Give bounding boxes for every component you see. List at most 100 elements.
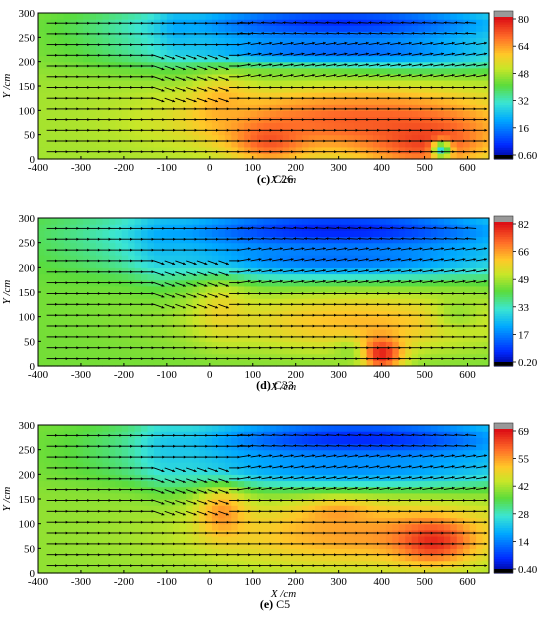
heatmap-cell: [153, 98, 162, 105]
heatmap-cell: [83, 79, 91, 87]
heatmap-cell: [199, 230, 207, 238]
heatmap-cell: [347, 218, 355, 225]
heatmap-cell: [398, 242, 406, 250]
heatmap-cell: [392, 285, 400, 293]
heatmap-cell: [295, 110, 303, 118]
vector-arrowhead: [323, 96, 326, 100]
colorbar-segment: [494, 109, 513, 113]
heatmap-cell: [366, 43, 374, 51]
heatmap-cell: [38, 43, 46, 51]
colorbar-tick-label: 80: [518, 14, 530, 26]
vector-arrowhead: [409, 139, 412, 143]
vector-arrowhead: [226, 21, 230, 25]
heatmap-cell: [398, 25, 406, 32]
heatmap-cell: [263, 43, 271, 51]
heatmap-cell: [398, 335, 406, 342]
colorbar-segment: [494, 33, 513, 37]
heatmap-cell: [108, 31, 116, 38]
vector-arrowhead: [237, 335, 241, 339]
heatmap-cell: [199, 298, 207, 305]
heatmap-cell: [289, 146, 297, 154]
heatmap-cell: [95, 146, 104, 154]
heatmap-cell: [463, 230, 471, 238]
vector-arrowhead: [76, 21, 80, 25]
heatmap-cell: [276, 242, 284, 250]
heatmap-cell: [76, 92, 84, 99]
heatmap-cell: [50, 25, 58, 32]
heatmap-cell: [160, 49, 168, 57]
heatmap-cell: [83, 292, 91, 299]
vector-arrowhead: [194, 32, 198, 36]
heatmap-cell: [276, 236, 284, 244]
heatmap-cell: [360, 353, 368, 361]
x-tick-label: 100: [245, 162, 262, 174]
heatmap-cell: [398, 273, 406, 281]
heatmap-cell: [289, 304, 297, 312]
heatmap-cell: [44, 13, 52, 20]
heatmap-cell: [340, 236, 348, 244]
heatmap-cell: [257, 341, 265, 349]
vector-arrowhead: [194, 335, 198, 339]
heatmap-cell: [418, 134, 426, 142]
heatmap-cell: [128, 55, 136, 63]
heatmap-cell: [334, 61, 342, 69]
heatmap-cell: [50, 255, 58, 262]
vector-arrowhead: [290, 63, 294, 67]
heatmap-cell: [231, 92, 239, 99]
heatmap-cell: [44, 261, 52, 268]
heatmap-cell: [379, 273, 387, 281]
heatmap-cell: [276, 55, 284, 63]
heatmap-cell: [347, 122, 355, 130]
vector-arrowhead: [420, 96, 423, 100]
heatmap-cell: [437, 73, 445, 81]
vector-arrowhead: [398, 74, 402, 77]
heatmap-cell: [373, 353, 381, 361]
heatmap-cell: [102, 341, 110, 349]
vector-arrowhead: [140, 21, 144, 25]
heatmap-cell: [431, 128, 439, 136]
heatmap-cell: [424, 110, 432, 118]
heatmap-cell: [392, 19, 400, 26]
heatmap-cell: [83, 298, 91, 305]
heatmap-cell: [244, 310, 252, 318]
vector-arrowhead: [194, 107, 198, 111]
heatmap-cell: [44, 224, 52, 231]
heatmap-cell: [282, 267, 290, 275]
heatmap-cell: [44, 152, 52, 160]
vector-arrowhead: [376, 41, 380, 45]
heatmap-cell: [263, 110, 271, 118]
heatmap-cell: [360, 242, 368, 250]
heatmap-cell: [340, 25, 348, 32]
heatmap-cell: [102, 236, 110, 244]
heatmap-cell: [186, 255, 194, 262]
heatmap-cell: [405, 261, 413, 268]
heatmap-cell: [385, 248, 393, 256]
heatmap-cell: [115, 55, 123, 63]
colorbar-segment: [494, 135, 513, 139]
heatmap-cell: [102, 279, 110, 287]
heatmap-cell: [469, 73, 477, 81]
vector-arrowhead: [204, 294, 208, 298]
heatmap-cell: [173, 359, 181, 367]
heatmap-cell: [186, 146, 194, 154]
heatmap-cell: [456, 25, 464, 32]
heatmap-cell: [108, 67, 116, 75]
heatmap-cell: [173, 218, 181, 225]
vector-arrowhead: [119, 107, 122, 111]
heatmap-cell: [327, 140, 335, 148]
heatmap-cell: [276, 310, 284, 318]
colorbar-segment: [494, 151, 513, 155]
vector-arrowhead: [151, 53, 155, 57]
vector-arrowhead: [76, 32, 80, 36]
heatmap-cell: [218, 261, 226, 268]
vector-arrowhead: [87, 248, 90, 252]
heatmap-cell: [205, 273, 213, 281]
heatmap-cell: [269, 316, 277, 324]
heatmap-cell: [141, 267, 149, 275]
heatmap-cell: [456, 37, 464, 45]
heatmap-cell: [379, 31, 387, 38]
heatmap-cell: [379, 353, 387, 361]
heatmap-cell: [450, 110, 458, 118]
heatmap-cell: [250, 335, 258, 342]
heatmap-cell: [121, 86, 129, 93]
